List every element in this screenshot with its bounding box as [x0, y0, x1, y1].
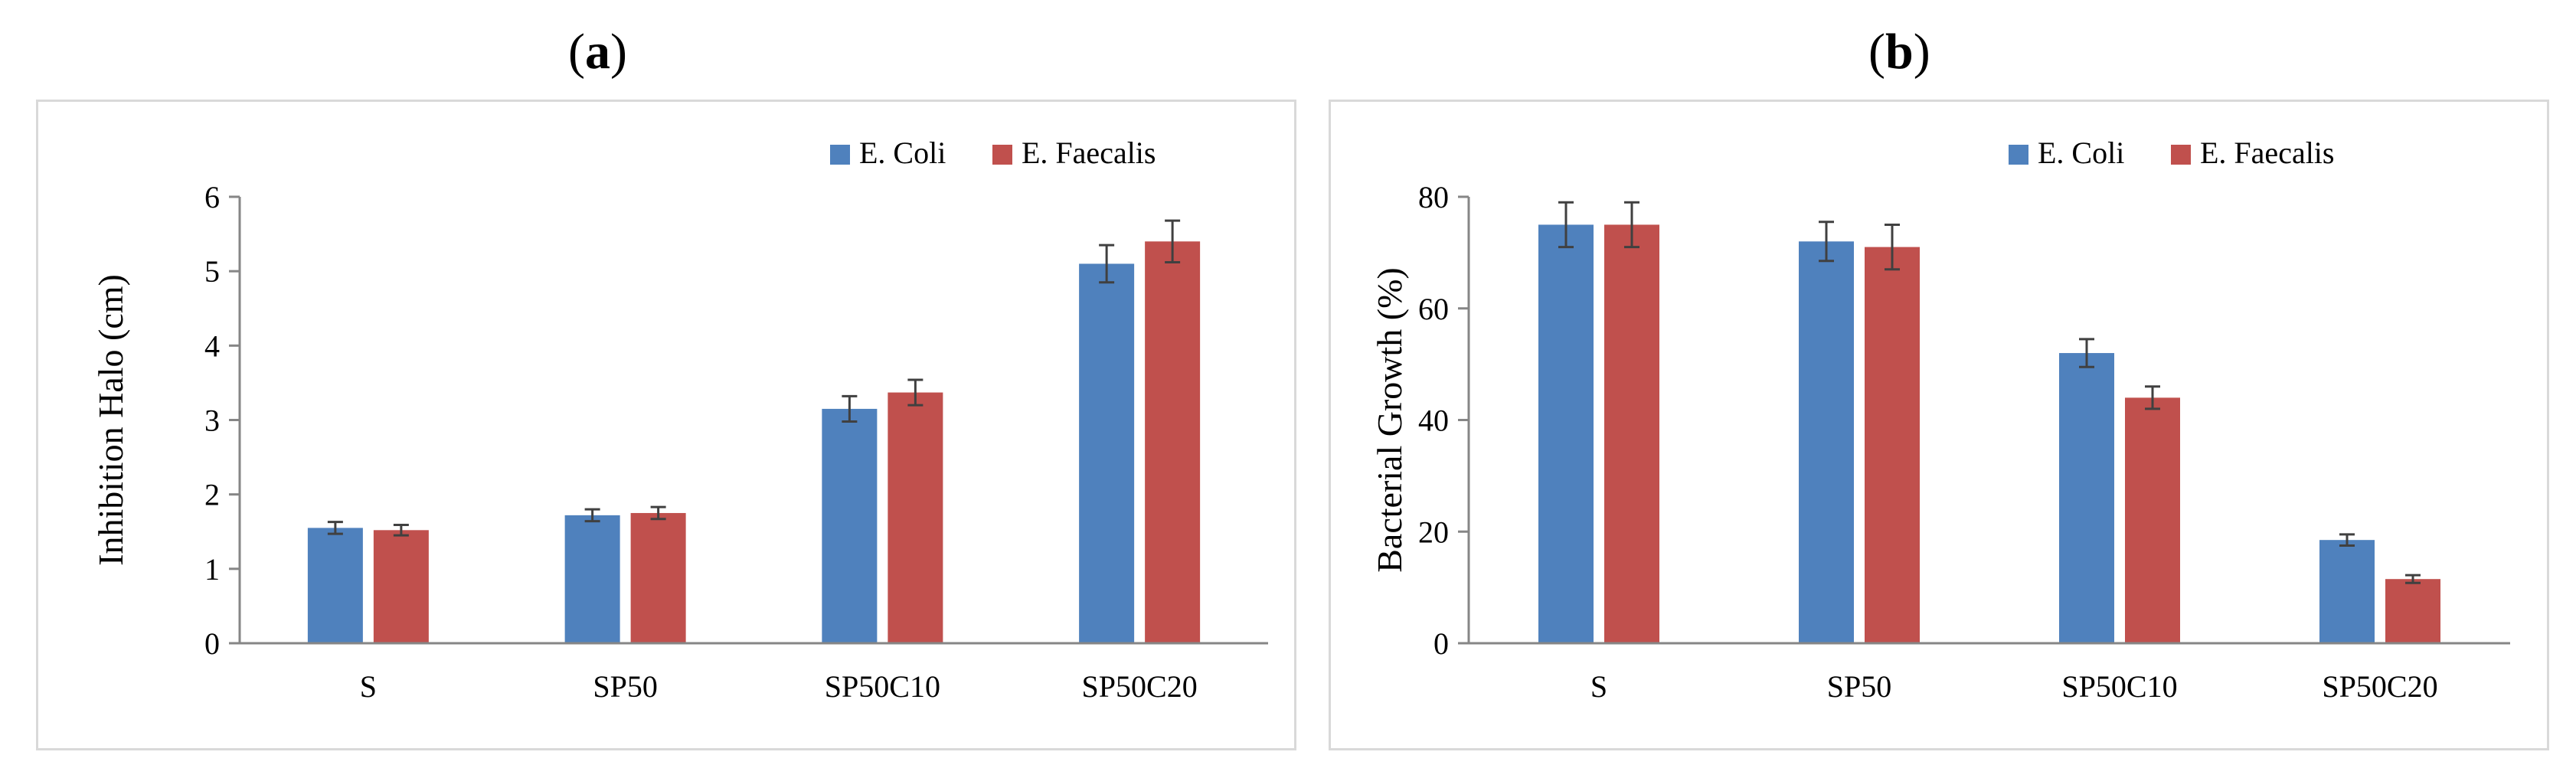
category-label: SP50C20 [2322, 669, 2437, 704]
legend-swatch-e-faecalis [2171, 145, 2191, 165]
bar-e-faecalis [2125, 397, 2180, 643]
bar-e-coli [822, 408, 878, 643]
legend-label-e-faecalis: E. Faecalis [1022, 136, 1156, 170]
bar-e-coli [1538, 224, 1594, 643]
panel-label-b: (b) [1868, 24, 1930, 80]
y-axis-title: Bacterial Growth (%) [1370, 267, 1409, 573]
category-label: SP50 [593, 669, 658, 704]
category-label: SP50 [1827, 669, 1892, 704]
chart-frame-a: 0 1 2 3 4 5 6 S SP50 SP50C10 SP50C20 Inhibition Hal… [36, 100, 1296, 750]
panel-label-a: (a) [568, 24, 627, 80]
bar-e-faecalis [630, 512, 686, 643]
y-tick-label: 5 [204, 254, 220, 289]
bar-e-coli [307, 528, 363, 643]
panel-letter-a: a [584, 24, 610, 80]
y-tick-label: 40 [1418, 404, 1449, 438]
bar-e-faecalis [1865, 247, 1920, 643]
y-tick-label: 4 [204, 329, 220, 363]
legend-label-e-faecalis: E. Faecalis [2200, 136, 2335, 170]
category-label: SP50C20 [1082, 669, 1198, 704]
y-tick-label: 20 [1418, 515, 1449, 549]
legend-swatch-e-faecalis [992, 145, 1012, 165]
legend-swatch-e-coli [830, 145, 850, 165]
category-label: S [1590, 669, 1607, 704]
bar-e-faecalis [373, 530, 429, 643]
y-tick-label: 0 [204, 626, 220, 661]
y-tick-label: 2 [204, 478, 220, 512]
panel-letter-b: b [1885, 24, 1914, 80]
y-tick-label: 0 [1433, 626, 1449, 661]
bar-e-faecalis [2385, 579, 2440, 643]
category-label: SP50C10 [825, 669, 940, 704]
legend-label-e-coli: E. Coli [859, 136, 946, 170]
bar-e-faecalis [1145, 241, 1201, 643]
chart-a: 0 1 2 3 4 5 6 S SP50 SP50C10 SP50C20 Inhibition Hal… [91, 136, 1268, 704]
legend-label-e-coli: E. Coli [2038, 136, 2124, 170]
chart-b: 0 20 40 60 80 S SP50 SP50C10 SP50C20 Bacterial Gr… [1370, 136, 2510, 704]
y-tick-label: 60 [1418, 292, 1449, 326]
y-axis-title: Inhibition Halo (cm) [91, 274, 130, 566]
bar-e-coli [564, 515, 620, 643]
bar-e-faecalis [1604, 224, 1659, 643]
bar-e-coli [1079, 263, 1135, 643]
y-tick-label: 1 [204, 552, 220, 587]
y-tick-label: 80 [1418, 180, 1449, 214]
bar-e-coli [2319, 540, 2375, 643]
bar-e-coli [2059, 353, 2114, 643]
y-tick-label: 3 [204, 404, 220, 438]
bar-e-faecalis [888, 392, 943, 643]
legend-swatch-e-coli [2009, 145, 2028, 165]
category-label: S [360, 669, 377, 704]
chart-frame-b: 0 20 40 60 80 S SP50 SP50C10 SP50C20 Bacterial Gr… [1329, 100, 2549, 750]
y-tick-label: 6 [204, 180, 220, 214]
category-label: SP50C10 [2061, 669, 2177, 704]
bar-e-coli [1799, 241, 1854, 643]
